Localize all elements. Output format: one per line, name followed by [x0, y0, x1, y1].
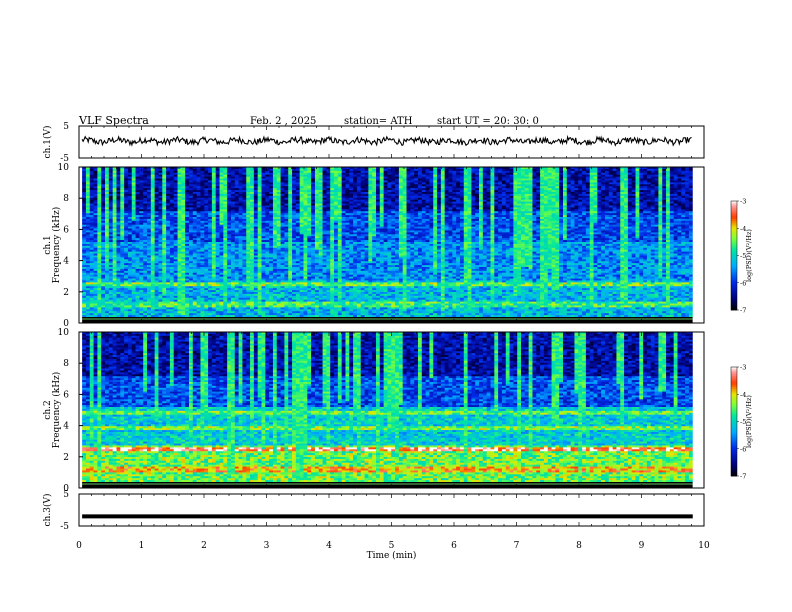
date-label: Feb. 2 , 2025 [250, 116, 316, 127]
ch1-voltage-line [82, 137, 691, 146]
y-axis-label: ch.1(V) [42, 126, 53, 159]
figure-title: VLF Spectra [78, 114, 149, 127]
start-ut-label: start UT = 20: 30: 0 [437, 116, 539, 127]
y-tick-label: 5 [63, 122, 69, 132]
ch1-spectrogram-cells [82, 167, 693, 317]
station-label: station= ATH [344, 116, 413, 127]
ch1-voltage-panel: 5-5ch.1(V) [42, 122, 704, 164]
